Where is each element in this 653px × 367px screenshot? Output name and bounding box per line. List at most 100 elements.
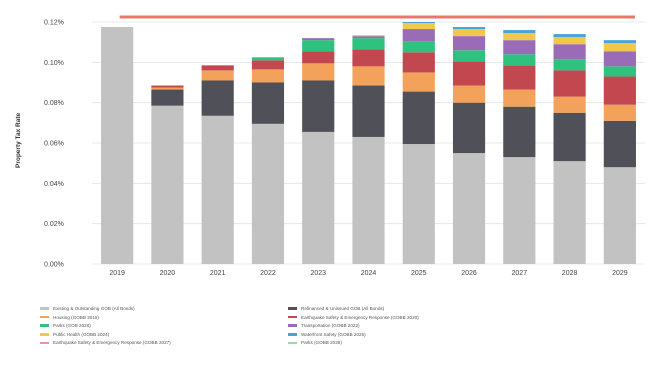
bar-segment <box>251 57 285 61</box>
legend-label: Parks (GOBB 2028) <box>301 340 342 346</box>
bar-segment <box>251 82 285 124</box>
bar-segment <box>603 51 636 67</box>
bar-segment <box>603 66 636 77</box>
bar-segment <box>302 131 335 264</box>
y-tick-label: 0.10% <box>44 60 64 67</box>
x-axis-ticks: 2019 2020 2021 2022 2023 2024 2025 2026 2027 2028… <box>109 270 627 277</box>
bar-segment <box>402 91 435 145</box>
bar-segment <box>503 65 536 90</box>
bar-segment <box>302 38 335 41</box>
bar-segment <box>302 51 335 64</box>
bar-segment <box>251 123 285 264</box>
bar-segment <box>603 40 636 44</box>
legend-swatch <box>40 315 49 319</box>
legend-swatch <box>288 333 297 336</box>
legend-item: Existing & Outstanding GOB (All Bonds) <box>40 305 135 312</box>
x-tick-label: 2022 <box>260 270 276 277</box>
bar-segment <box>452 85 486 103</box>
x-tick-label: 2019 <box>109 270 125 277</box>
legend-label: Parks (GOB 2020) <box>53 323 91 329</box>
bar-segment <box>402 29 435 42</box>
y-tick-label: 0.12% <box>44 20 64 27</box>
x-tick-label: 2023 <box>310 270 326 277</box>
bar-segment <box>603 76 636 105</box>
legend-item: Transportation (GOBB 2022) <box>288 322 360 329</box>
y-tick-label: 0.02% <box>44 221 64 228</box>
x-tick-label: 2027 <box>512 270 528 277</box>
bar-segment <box>452 29 486 37</box>
bar-segment <box>452 102 486 154</box>
bar-segment <box>553 44 586 60</box>
bar-segment <box>352 66 385 86</box>
bar-segment <box>553 37 586 45</box>
x-tick-label: 2026 <box>461 270 477 277</box>
legend-label: Waterfront Safety (GOBB 2026) <box>301 331 366 337</box>
bar-segment <box>201 115 234 265</box>
legend-swatch <box>40 333 49 336</box>
bar-segment <box>503 30 536 34</box>
legend: Existing & Outstanding GOB (All Bonds) Re… <box>40 305 640 367</box>
legend-label: Earthquake Safety & Emergency Response (… <box>53 340 171 346</box>
legend-swatch <box>288 315 297 319</box>
bar-segment <box>151 87 184 90</box>
bar-segment <box>101 27 134 264</box>
bar-segment <box>553 112 586 162</box>
legend-label: Refinanced & Unissued GOB (All Bonds) <box>301 306 385 311</box>
legend-item: Earthquake Safety & Emergency Response (… <box>40 339 171 346</box>
bar-segment <box>302 40 335 52</box>
legend-label: Public Health (GOBB 2024) <box>53 331 110 337</box>
bar-segment <box>251 60 285 70</box>
legend-swatch <box>288 307 297 310</box>
bar-segment <box>553 59 586 71</box>
bar-segment <box>151 85 184 88</box>
bar-segment <box>603 167 636 264</box>
bar-segment <box>402 144 435 264</box>
y-axis-ticks: 0.00% 0.02% 0.04% 0.06% 0.08% 0.10% 0.12% <box>44 20 64 269</box>
bar-segment <box>553 70 586 97</box>
y-tick-label: 0.08% <box>44 100 64 107</box>
bar-segment <box>402 72 435 92</box>
legend-label: Existing & Outstanding GOB (All Bonds) <box>53 306 135 311</box>
legend-swatch <box>40 341 49 345</box>
bar-segment <box>402 41 435 53</box>
bar-segment <box>201 65 234 71</box>
bar-segment <box>402 22 435 24</box>
bars <box>101 22 636 265</box>
bar-segment <box>201 70 234 81</box>
y-axis-label: Property Tax Rate <box>15 112 22 168</box>
bar-segment <box>603 43 636 52</box>
bar-segment <box>352 49 385 67</box>
bar-segment <box>352 38 385 50</box>
bar-segment <box>352 36 385 39</box>
legend-item: Parks (GOB 2020) <box>40 322 91 329</box>
legend-label: Earthquake Safety & Emergency Response (… <box>301 314 419 320</box>
bar-segment <box>151 105 184 264</box>
bar-segment <box>251 69 285 83</box>
bar-segment <box>553 34 586 38</box>
legend-item: Waterfront Safety (GOBB 2026) <box>288 331 366 338</box>
legend-item: Refinanced & Unissued GOB (All Bonds) <box>288 305 384 312</box>
bar-segment <box>302 63 335 81</box>
bar-segment <box>452 50 486 62</box>
legend-label: Transportation (GOBB 2022) <box>301 323 360 329</box>
bar-segment <box>352 136 385 264</box>
x-tick-label: 2021 <box>210 270 226 277</box>
x-tick-label: 2028 <box>562 270 578 277</box>
bar-segment <box>452 153 486 264</box>
legend-swatch <box>288 341 297 345</box>
y-tick-label: 0.04% <box>44 181 64 188</box>
bar-segment <box>503 157 536 264</box>
bar-segment <box>503 40 536 55</box>
x-tick-label: 2029 <box>612 270 628 277</box>
x-tick-label: 2025 <box>411 270 427 277</box>
bar-segment <box>151 89 184 106</box>
legend-label: Housing (GOBB 2015) <box>53 314 99 320</box>
bar-segment <box>452 61 486 86</box>
bar-segment <box>603 104 636 121</box>
legend-item: Housing (GOBB 2015) <box>40 314 99 321</box>
legend-swatch <box>40 324 49 327</box>
bar-segment <box>553 96 586 113</box>
bar-segment <box>503 89 536 107</box>
bar-segment <box>201 80 234 116</box>
